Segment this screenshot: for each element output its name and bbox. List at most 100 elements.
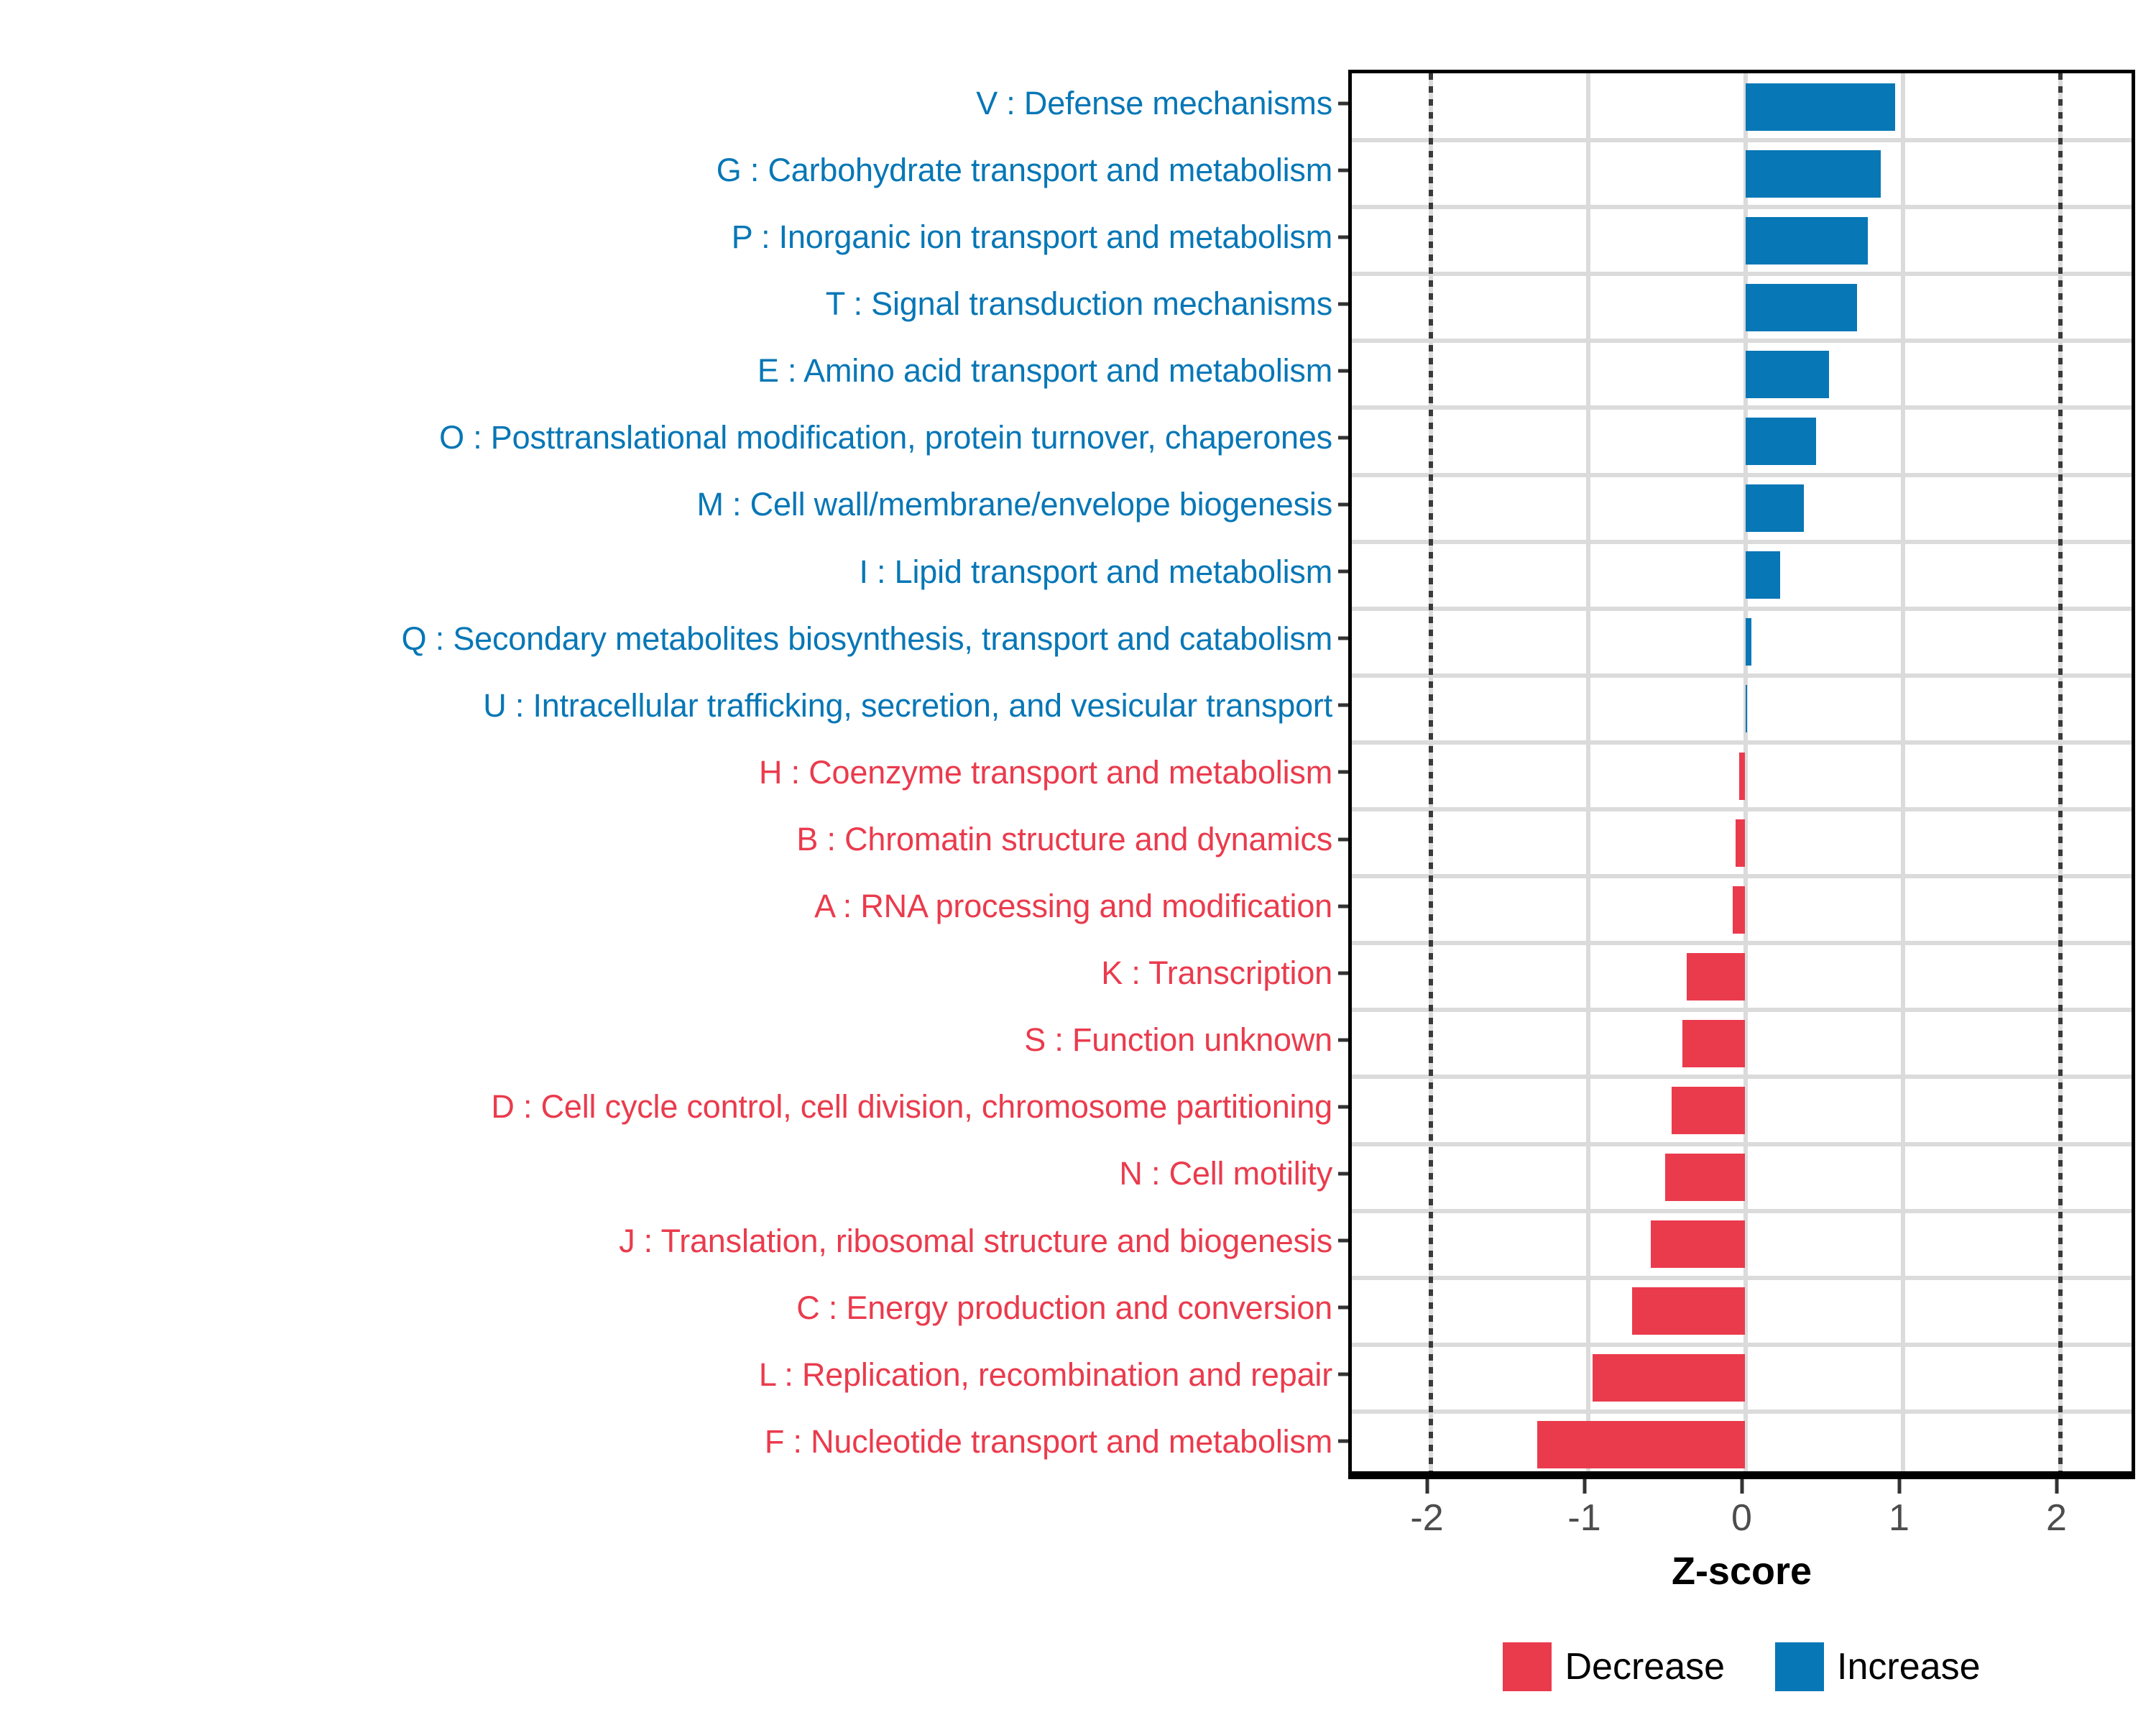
y-axis-label-row: H : Coenzyme transport and metabolism (0, 739, 1342, 806)
vertical-gridline (1743, 73, 1748, 1471)
horizontal-gridline (1352, 1275, 2132, 1280)
horizontal-gridline (1352, 1008, 2132, 1013)
y-axis-tick-row (1334, 1141, 1348, 1208)
y-axis-tick-label: L : Replication, recombination and repai… (758, 1356, 1332, 1393)
legend-swatch (1775, 1642, 1825, 1691)
y-axis-tick-mark (1338, 1238, 1348, 1243)
y-axis-tick-row (1334, 739, 1348, 806)
y-axis-label-row: D : Cell cycle control, cell division, c… (0, 1073, 1342, 1140)
y-axis-label-row: V : Defense mechanisms (0, 70, 1342, 137)
x-axis-tick-label: 0 (1731, 1497, 1752, 1539)
y-axis-tick-label: U : Intracellular trafficking, secretion… (483, 686, 1332, 724)
reference-line (2058, 73, 2063, 1471)
legend-label: Decrease (1565, 1646, 1726, 1688)
y-axis-tick-row (1334, 1408, 1348, 1475)
y-axis-tick-mark (1338, 235, 1348, 239)
legend: Decrease Increase (1348, 1642, 2135, 1691)
y-axis-tick-mark (1338, 904, 1348, 908)
bar (1745, 216, 1869, 264)
vertical-gridline (1900, 73, 1905, 1471)
y-axis-tick-mark (1338, 1038, 1348, 1042)
bar (1631, 1287, 1746, 1335)
y-axis-tick-label: S : Function unknown (1024, 1021, 1332, 1059)
horizontal-gridline (1352, 405, 2132, 410)
y-axis-tick-row (1334, 873, 1348, 939)
y-axis-tick-mark (1338, 770, 1348, 774)
y-axis-tick-row (1334, 137, 1348, 203)
y-axis-tick-label: H : Coenzyme transport and metabolism (759, 753, 1332, 791)
x-axis-tick-label: 2 (2046, 1497, 2067, 1539)
horizontal-gridline (1352, 539, 2132, 544)
y-axis-label-row: E : Amino acid transport and metabolism (0, 337, 1342, 404)
y-axis-tick-mark (1338, 502, 1348, 507)
x-axis-tick-label: 1 (1889, 1497, 1909, 1539)
y-axis-tick-mark (1338, 302, 1348, 306)
y-axis-label-row: G : Carbohydrate transport and metabolis… (0, 137, 1342, 203)
y-axis-tick-label: I : Lipid transport and metabolism (859, 553, 1332, 590)
y-axis-tick-label: E : Amino acid transport and metabolism (757, 352, 1332, 390)
y-axis-tick-mark (1338, 569, 1348, 574)
y-axis-tick-row (1334, 538, 1348, 605)
y-axis-tick-column (1334, 70, 1348, 1475)
bar (1664, 1154, 1746, 1202)
y-axis-tick-row (1334, 70, 1348, 137)
y-axis-label-row: K : Transcription (0, 939, 1342, 1006)
horizontal-gridline (1352, 472, 2132, 477)
bar (1745, 350, 1829, 398)
plot-panel-inner (1352, 73, 2132, 1471)
y-axis-tick-mark (1338, 636, 1348, 640)
y-axis-tick-row (1334, 270, 1348, 337)
legend-item[interactable]: Decrease (1503, 1642, 1725, 1691)
y-axis-tick-label: J : Translation, ribosomal structure and… (619, 1222, 1332, 1259)
vertical-gridline (1585, 73, 1590, 1471)
y-axis-tick-row (1334, 337, 1348, 404)
y-axis-tick-label: Q : Secondary metabolites biosynthesis, … (401, 620, 1333, 657)
y-axis-tick-label: D : Cell cycle control, cell division, c… (491, 1088, 1332, 1126)
y-axis-tick-row (1334, 1006, 1348, 1073)
y-axis-label-row: P : Inorganic ion transport and metaboli… (0, 203, 1342, 270)
bar (1736, 819, 1746, 867)
horizontal-gridline (1352, 807, 2132, 812)
horizontal-gridline (1352, 1208, 2132, 1213)
legend-swatch (1503, 1642, 1552, 1691)
bar (1745, 618, 1752, 666)
y-axis-tick-row (1334, 404, 1348, 471)
y-axis-label-row: C : Energy production and conversion (0, 1274, 1342, 1341)
y-axis-tick-mark (1338, 703, 1348, 707)
legend-item[interactable]: Increase (1775, 1642, 1981, 1691)
y-axis-label-row: F : Nucleotide transport and metabolism (0, 1408, 1342, 1475)
y-axis-tick-label: A : RNA processing and modification (814, 888, 1332, 925)
plot-panel (1348, 70, 2135, 1475)
y-axis-tick-row (1334, 203, 1348, 270)
horizontal-gridline (1352, 138, 2132, 143)
bar (1745, 685, 1747, 733)
y-axis-tick-row (1334, 605, 1348, 672)
bar (1682, 1019, 1746, 1067)
bar (1732, 886, 1746, 934)
horizontal-gridline (1352, 1075, 2132, 1080)
y-axis-label-column: V : Defense mechanisms G : Carbohydrate t… (0, 70, 1342, 1475)
horizontal-gridline (1352, 339, 2132, 344)
bar (1745, 150, 1881, 198)
y-axis-tick-label: T : Signal transduction mechanisms (825, 285, 1332, 323)
horizontal-gridline (1352, 874, 2132, 879)
legend-label: Increase (1837, 1646, 1981, 1688)
y-axis-label-row: J : Translation, ribosomal structure and… (0, 1208, 1342, 1274)
y-axis-label-row: T : Signal transduction mechanisms (0, 270, 1342, 337)
bar (1745, 418, 1817, 466)
x-axis-tick-label: -2 (1410, 1497, 1444, 1539)
y-axis-tick-row (1334, 1208, 1348, 1274)
y-axis-tick-row (1334, 1341, 1348, 1408)
y-axis-tick-mark (1338, 1372, 1348, 1376)
x-axis-line (1348, 1475, 2135, 1479)
y-axis-tick-label: O : Posttranslational modification, prot… (439, 419, 1332, 456)
horizontal-gridline (1352, 205, 2132, 210)
x-axis-tick-mark (1897, 1479, 1901, 1494)
y-axis-tick-mark (1338, 436, 1348, 440)
horizontal-gridline (1352, 740, 2132, 745)
y-axis-label-row: B : Chromatin structure and dynamics (0, 806, 1342, 873)
y-axis-tick-label: P : Inorganic ion transport and metaboli… (731, 218, 1332, 256)
x-axis-tick-mark (1583, 1479, 1586, 1494)
bar (1651, 1220, 1746, 1269)
y-axis-tick-row (1334, 939, 1348, 1006)
